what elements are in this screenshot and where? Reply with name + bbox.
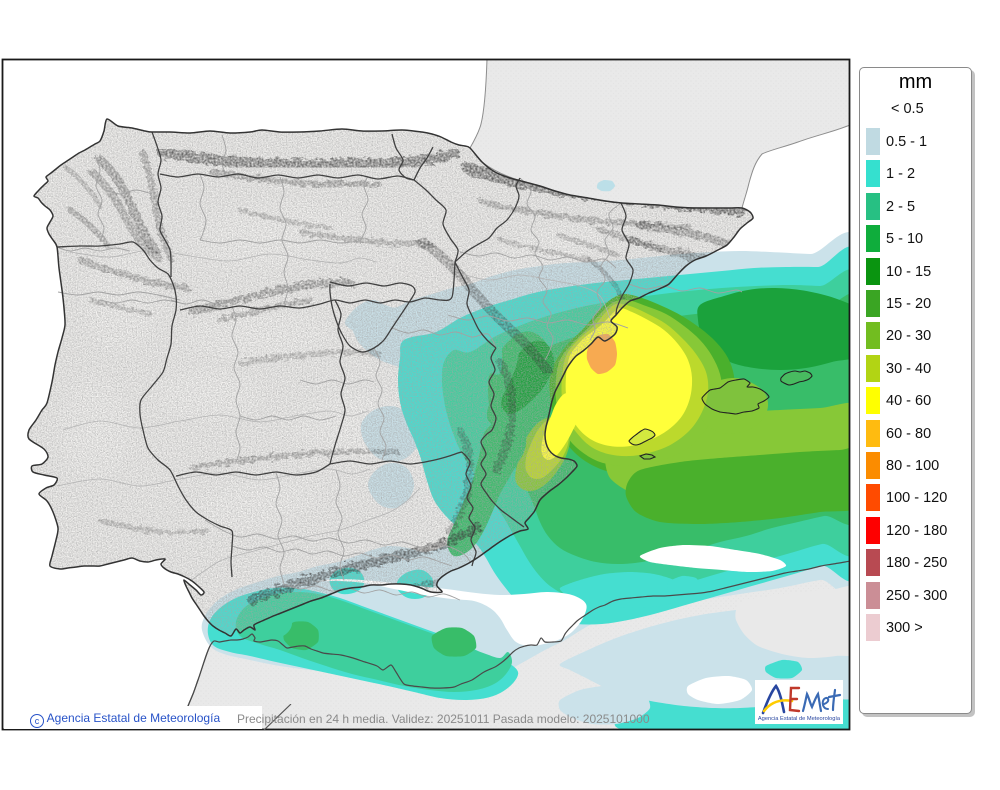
svg-text:Agencia Estatal de Meteorologí: Agencia Estatal de Meteorología [758,716,841,722]
